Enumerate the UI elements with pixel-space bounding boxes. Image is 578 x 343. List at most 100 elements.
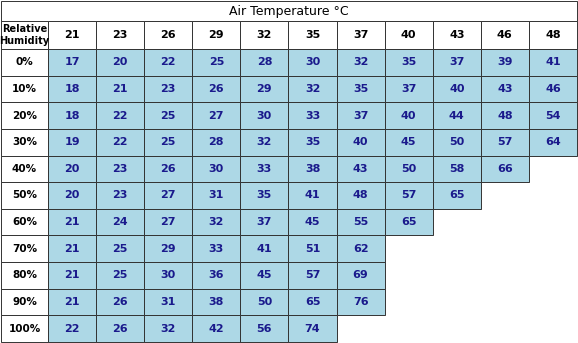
Bar (144, 289, 192, 315)
Text: 25: 25 (113, 244, 128, 254)
Text: 30: 30 (305, 57, 320, 67)
Bar (48, 129, 96, 155)
Bar (144, 129, 192, 155)
Text: 21: 21 (112, 84, 128, 94)
Bar (96, 129, 144, 155)
Text: 32: 32 (257, 30, 272, 40)
Text: 43: 43 (449, 30, 465, 40)
Bar (384, 102, 433, 129)
Text: 23: 23 (113, 190, 128, 201)
Text: 45: 45 (305, 217, 320, 227)
Bar (1, 209, 48, 235)
Bar (288, 129, 336, 155)
Text: 29: 29 (257, 84, 272, 94)
Text: 10%: 10% (12, 84, 37, 94)
Bar (1, 129, 48, 155)
Bar (288, 182, 336, 209)
Bar (288, 289, 336, 315)
Text: 23: 23 (113, 164, 128, 174)
Text: 26: 26 (161, 164, 176, 174)
Bar (96, 209, 144, 235)
Bar (192, 76, 240, 102)
Text: 48: 48 (353, 190, 368, 201)
Text: 28: 28 (257, 57, 272, 67)
Bar (96, 49, 144, 76)
Text: 90%: 90% (12, 297, 37, 307)
Text: 32: 32 (353, 57, 368, 67)
Bar (144, 21, 192, 49)
Text: 33: 33 (209, 244, 224, 254)
Bar (384, 182, 433, 209)
Bar (384, 76, 433, 102)
Bar (384, 21, 433, 49)
Bar (48, 235, 96, 262)
Text: 33: 33 (305, 110, 320, 121)
Text: 40: 40 (449, 84, 465, 94)
Bar (192, 102, 240, 129)
Bar (529, 76, 577, 102)
Bar (433, 21, 481, 49)
Bar (288, 49, 336, 76)
Text: 57: 57 (401, 190, 416, 201)
Bar (384, 209, 433, 235)
Text: 65: 65 (449, 190, 465, 201)
Bar (1, 289, 48, 315)
Text: 70%: 70% (12, 244, 37, 254)
Bar (288, 102, 336, 129)
Text: 32: 32 (305, 84, 320, 94)
Text: 24: 24 (112, 217, 128, 227)
Bar (192, 49, 240, 76)
Text: 57: 57 (305, 270, 320, 281)
Text: 46: 46 (545, 84, 561, 94)
Bar (481, 155, 529, 182)
Bar (192, 129, 240, 155)
Text: 25: 25 (113, 270, 128, 281)
Text: 39: 39 (497, 57, 513, 67)
Text: 33: 33 (257, 164, 272, 174)
Bar (1, 262, 48, 289)
Bar (1, 21, 48, 49)
Bar (240, 235, 288, 262)
Text: 25: 25 (209, 57, 224, 67)
Bar (384, 129, 433, 155)
Text: 32: 32 (257, 137, 272, 147)
Bar (336, 155, 384, 182)
Bar (336, 262, 384, 289)
Text: 74: 74 (305, 324, 320, 334)
Bar (288, 76, 336, 102)
Bar (96, 155, 144, 182)
Text: 27: 27 (161, 217, 176, 227)
Bar (192, 315, 240, 342)
Text: 38: 38 (209, 297, 224, 307)
Text: 64: 64 (545, 137, 561, 147)
Bar (96, 102, 144, 129)
Bar (481, 129, 529, 155)
Text: 35: 35 (305, 30, 320, 40)
Text: 37: 37 (353, 110, 368, 121)
Text: 35: 35 (257, 190, 272, 201)
Text: 56: 56 (257, 324, 272, 334)
Text: 37: 37 (401, 84, 416, 94)
Bar (240, 315, 288, 342)
Text: 36: 36 (209, 270, 224, 281)
Text: 20: 20 (113, 57, 128, 67)
Bar (240, 182, 288, 209)
Text: 55: 55 (353, 217, 368, 227)
Bar (1, 315, 48, 342)
Text: 22: 22 (112, 137, 128, 147)
Text: Air Temperature °C: Air Temperature °C (229, 4, 349, 17)
Text: 30%: 30% (12, 137, 37, 147)
Bar (433, 76, 481, 102)
Bar (96, 182, 144, 209)
Text: 23: 23 (161, 84, 176, 94)
Bar (384, 155, 433, 182)
Text: 40: 40 (401, 30, 416, 40)
Bar (240, 262, 288, 289)
Text: 50: 50 (449, 137, 464, 147)
Bar (240, 209, 288, 235)
Text: 28: 28 (209, 137, 224, 147)
Bar (144, 182, 192, 209)
Bar (336, 209, 384, 235)
Text: 66: 66 (497, 164, 513, 174)
Text: 41: 41 (257, 244, 272, 254)
